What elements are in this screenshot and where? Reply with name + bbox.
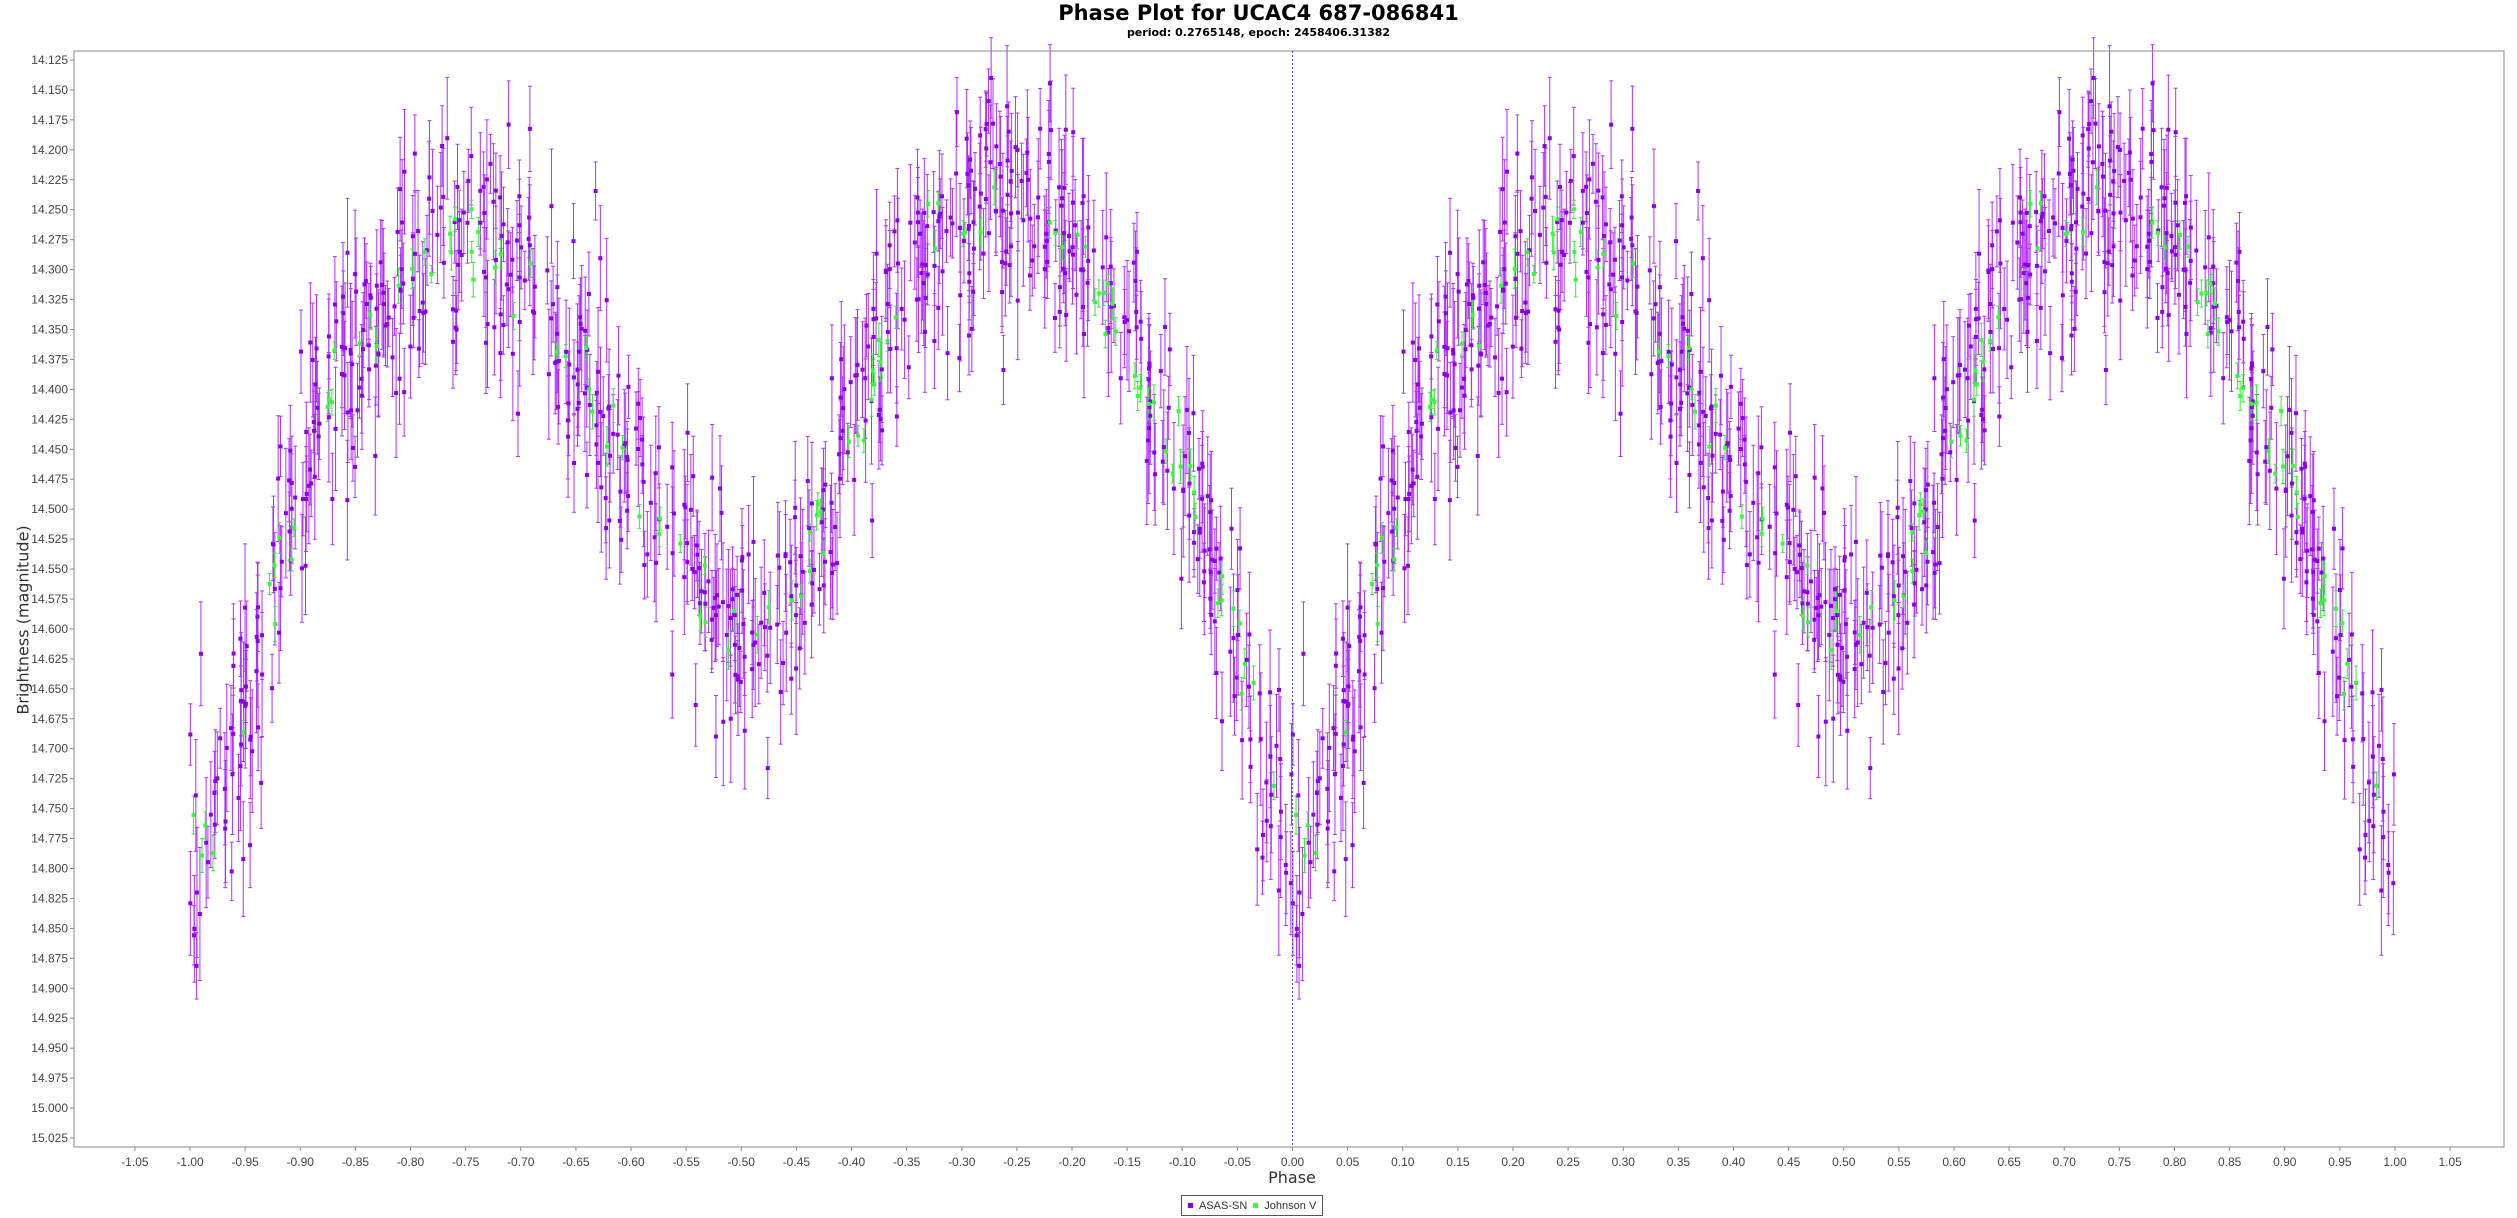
- asas-sn-point: [1429, 354, 1434, 359]
- chart-title: Phase Plot for UCAC4 687-086841: [1058, 1, 1459, 25]
- asas-sn-point: [260, 633, 265, 638]
- asas-sn-point: [461, 210, 466, 215]
- asas-sn-point: [1362, 633, 1367, 638]
- asas-sn-point: [2311, 570, 2316, 575]
- asas-sn-point: [838, 436, 843, 441]
- asas-sn-point: [1940, 436, 1945, 441]
- asas-sn-point: [925, 272, 930, 277]
- asas-sn-point: [2028, 272, 2033, 277]
- asas-sn-point: [390, 355, 395, 360]
- asas-sn-point: [326, 354, 331, 359]
- asas-sn-point: [1493, 355, 1498, 360]
- asas-sn-point: [1208, 570, 1213, 575]
- asas-sn-errorbars: [188, 37, 2396, 1000]
- chart-subtitle: period: 0.2765148, epoch: 2458406.31382: [1126, 26, 1391, 39]
- asas-sn-point: [1564, 210, 1569, 215]
